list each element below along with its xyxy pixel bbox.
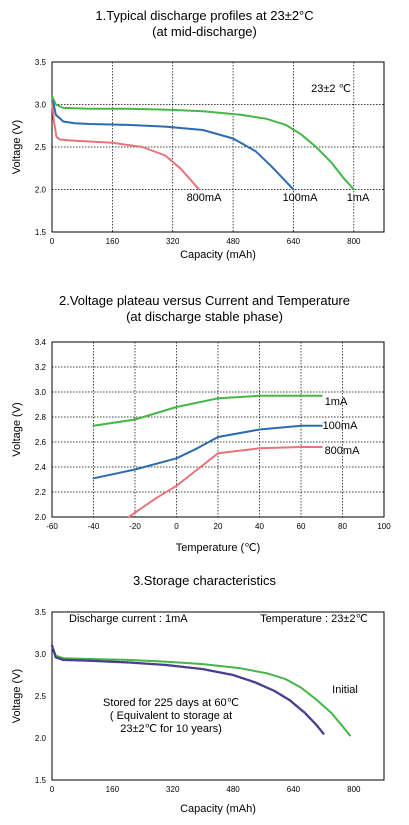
chart1-title-line1: 1.Typical discharge profiles at 23±2°C	[95, 8, 314, 23]
chart1-title: 1.Typical discharge profiles at 23±2°C (…	[0, 8, 409, 40]
chart1-ytick-label: 3.0	[35, 101, 47, 110]
chart3-ytick-label: 1.5	[35, 776, 47, 785]
chart2-ytick-label: 2.6	[35, 438, 47, 447]
chart1-xtick-label: 800	[347, 237, 361, 246]
chart2-xaxis-label: Temperature (℃)	[176, 542, 261, 554]
chart2-ytick-label: 3.4	[35, 338, 47, 347]
chart3-xaxis-label: Capacity (mAh)	[180, 803, 256, 815]
chart3-xtick-label: 0	[50, 785, 55, 794]
chart2-xtick-label: -20	[129, 522, 141, 531]
chart1-ytick-label: 2.0	[35, 186, 47, 195]
chart2-ytick-label: 3.2	[35, 363, 47, 372]
chart2-xtick-label: 20	[214, 522, 223, 531]
chart2-title-line2: (at discharge stable phase)	[126, 309, 283, 324]
chart3-ytick-label: 3.5	[35, 608, 47, 617]
chart1-title-line2: (at mid-discharge)	[152, 24, 257, 39]
chart3-xtick-label: 480	[226, 785, 240, 794]
chart1-ytick-label: 1.5	[35, 228, 47, 237]
chart2-xtick-label: -40	[88, 522, 100, 531]
chart3-title-line1: 3.Storage characteristics	[132, 573, 277, 588]
chart2-series-line-800ma	[127, 446, 323, 518]
chart3-xtick-label: 640	[287, 785, 301, 794]
chart1-xaxis-label: Capacity (mAh)	[180, 249, 256, 261]
chart2-ytick-label: 2.0	[35, 513, 47, 522]
chart3-ytick-label: 3.0	[35, 650, 47, 659]
chart3-storage-note-line: 23±2℃ for 10 years)	[120, 723, 222, 735]
chart2-title-line1: 2.Voltage plateau versus Current and Tem…	[59, 293, 350, 308]
chart1-xtick-label: 480	[226, 237, 240, 246]
chart2-ytick-label: 2.2	[35, 488, 47, 497]
chart3-storage-note-line: ( Equivalent to storage at	[110, 710, 232, 722]
chart3-xtick-label: 320	[166, 785, 180, 794]
chart2-xtick-label: 80	[338, 522, 347, 531]
chart3-temperature-annotation: Temperature : 23±2℃	[260, 613, 368, 625]
chart1-xtick-label: 0	[50, 237, 55, 246]
chart2-series-line-1ma	[92, 394, 323, 427]
chart2-xtick-label: 40	[255, 522, 264, 531]
chart2-series-label: 800mA	[325, 445, 361, 457]
chart2-series-label: 100mA	[323, 420, 359, 432]
chart1-series-label: 1mA	[347, 192, 370, 204]
chart3-ytick-label: 2.5	[35, 692, 47, 701]
chart3-series-line-initial	[51, 644, 351, 737]
chart1-temperature-annotation: 23±2 ℃	[311, 83, 351, 95]
chart3-storage-note-line: Stored for 225 days at 60℃	[103, 697, 239, 709]
chart2-ytick-label: 2.4	[35, 463, 47, 472]
chart3-xtick-label: 160	[106, 785, 120, 794]
chart3-xtick-label: 800	[347, 785, 361, 794]
chart2-series-label: 1mA	[325, 396, 348, 408]
chart2-ytick-label: 2.8	[35, 413, 47, 422]
chart3-series-label: Initial	[332, 684, 358, 696]
chart3-plot-frame	[51, 611, 385, 781]
chart2-xtick-label: 100	[377, 522, 391, 531]
chart3-ytick-label: 2.0	[35, 734, 47, 743]
chart2-ytick-label: 3.0	[35, 388, 47, 397]
chart1-xtick-label: 640	[287, 237, 301, 246]
chart1-yaxis-label: Voltage (V)	[11, 120, 23, 174]
chart1-series-label: 100mA	[283, 192, 319, 204]
chart3-series-line-stored	[50, 644, 325, 735]
chart1-series-line-800ma	[51, 99, 201, 191]
chart1-series-label: 800mA	[187, 192, 223, 204]
chart3-yaxis-label: Voltage (V)	[11, 669, 23, 723]
chart1-series-line-100ma	[51, 95, 295, 191]
chart1-xtick-label: 160	[106, 237, 120, 246]
chart1-ytick-label: 3.5	[35, 58, 47, 67]
chart1-xtick-label: 320	[166, 237, 180, 246]
chart1-series-line-1ma	[51, 95, 355, 191]
chart1-ytick-label: 2.5	[35, 143, 47, 152]
chart2-yaxis-label: Voltage (V)	[11, 402, 23, 456]
chart2-series-line-100ma	[92, 424, 323, 480]
chart3-current-annotation: Discharge current : 1mA	[69, 613, 188, 625]
chart2-xtick-label: -60	[46, 522, 58, 531]
chart2-xtick-label: 0	[174, 522, 179, 531]
chart3-title: 3.Storage characteristics	[0, 573, 409, 589]
chart2-xtick-label: 60	[297, 522, 306, 531]
chart2-title: 2.Voltage plateau versus Current and Tem…	[0, 293, 409, 325]
